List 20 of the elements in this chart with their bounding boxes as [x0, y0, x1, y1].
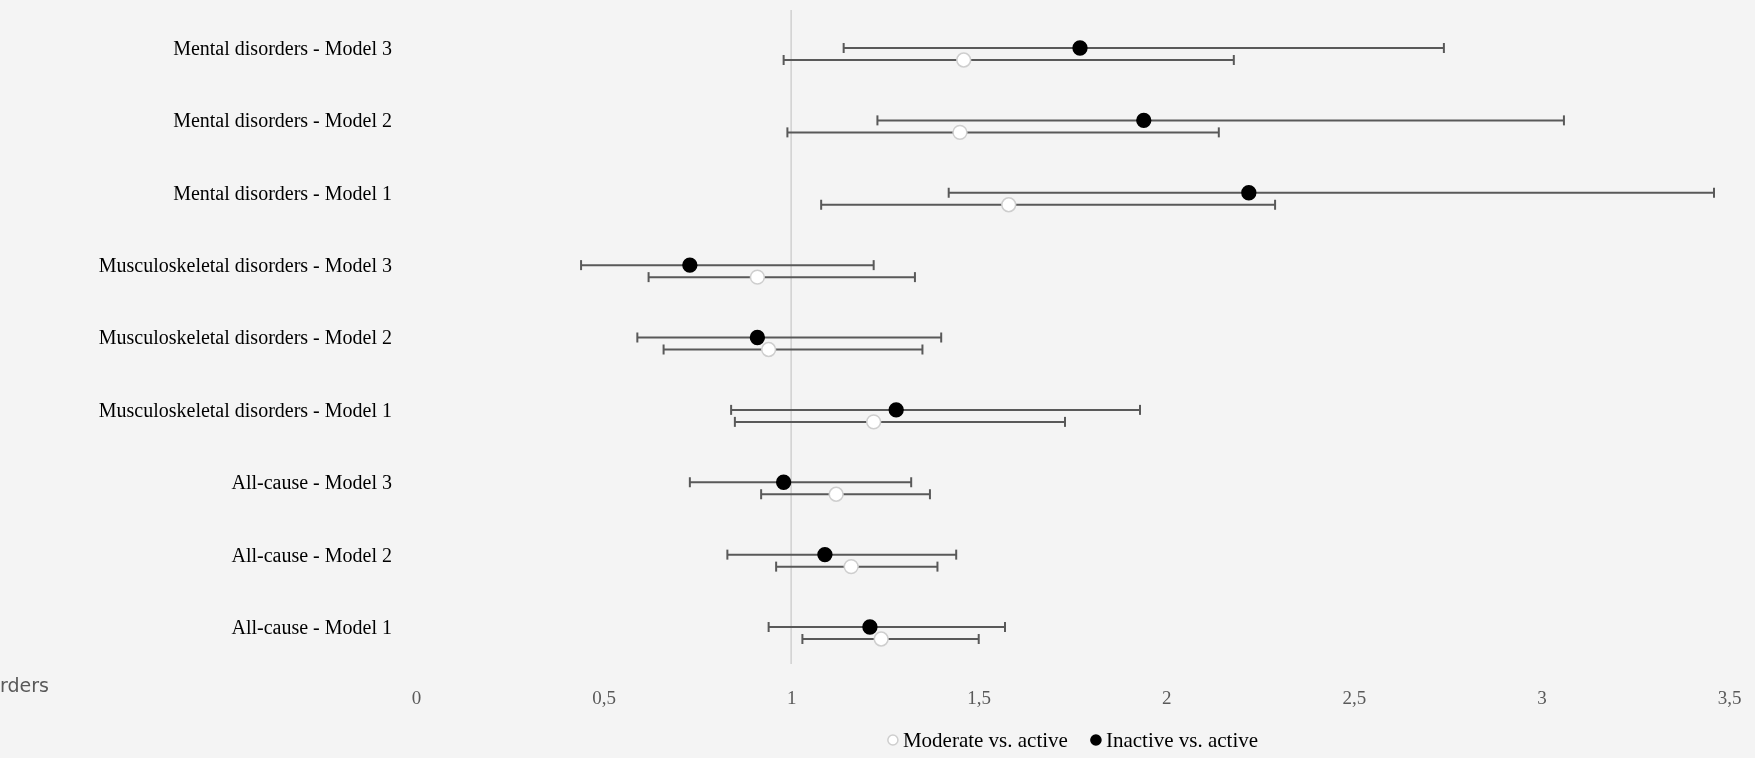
y-tick-label: Mental disorders - Model 2 — [173, 109, 392, 132]
x-tick-label: 2 — [1162, 687, 1172, 709]
x-tick-label: 3 — [1537, 687, 1547, 709]
y-tick-label: Musculoskeletal disorders - Model 1 — [98, 398, 392, 421]
x-tick-label: 3,5 — [1717, 687, 1742, 709]
x-tick-label: 0 — [411, 687, 422, 709]
x-tick-label: 1 — [786, 687, 797, 709]
legend-label: Moderate vs. active — [902, 728, 1068, 752]
x-tick-label: 1,5 — [967, 687, 992, 709]
x-tick-label: 2,5 — [1342, 687, 1367, 709]
y-tick-label: All-cause - Model 1 — [231, 615, 392, 638]
y-tick-label: Mental disorders - Model 3 — [173, 36, 392, 59]
text: rders — [0, 674, 49, 696]
y-tick-label: All-cause - Model 3 — [231, 471, 392, 494]
legend-label: Inactive vs. active — [1105, 728, 1259, 752]
y-tick-label: Musculoskeletal disorders - Model 3 — [98, 254, 392, 277]
x-tick-label: 0,5 — [592, 687, 616, 709]
y-tick-label: Musculoskeletal disorders - Model 2 — [98, 326, 392, 349]
y-tick-label: Mental disorders - Model 1 — [173, 181, 392, 204]
y-tick-label: All-cause - Model 2 — [231, 543, 392, 566]
